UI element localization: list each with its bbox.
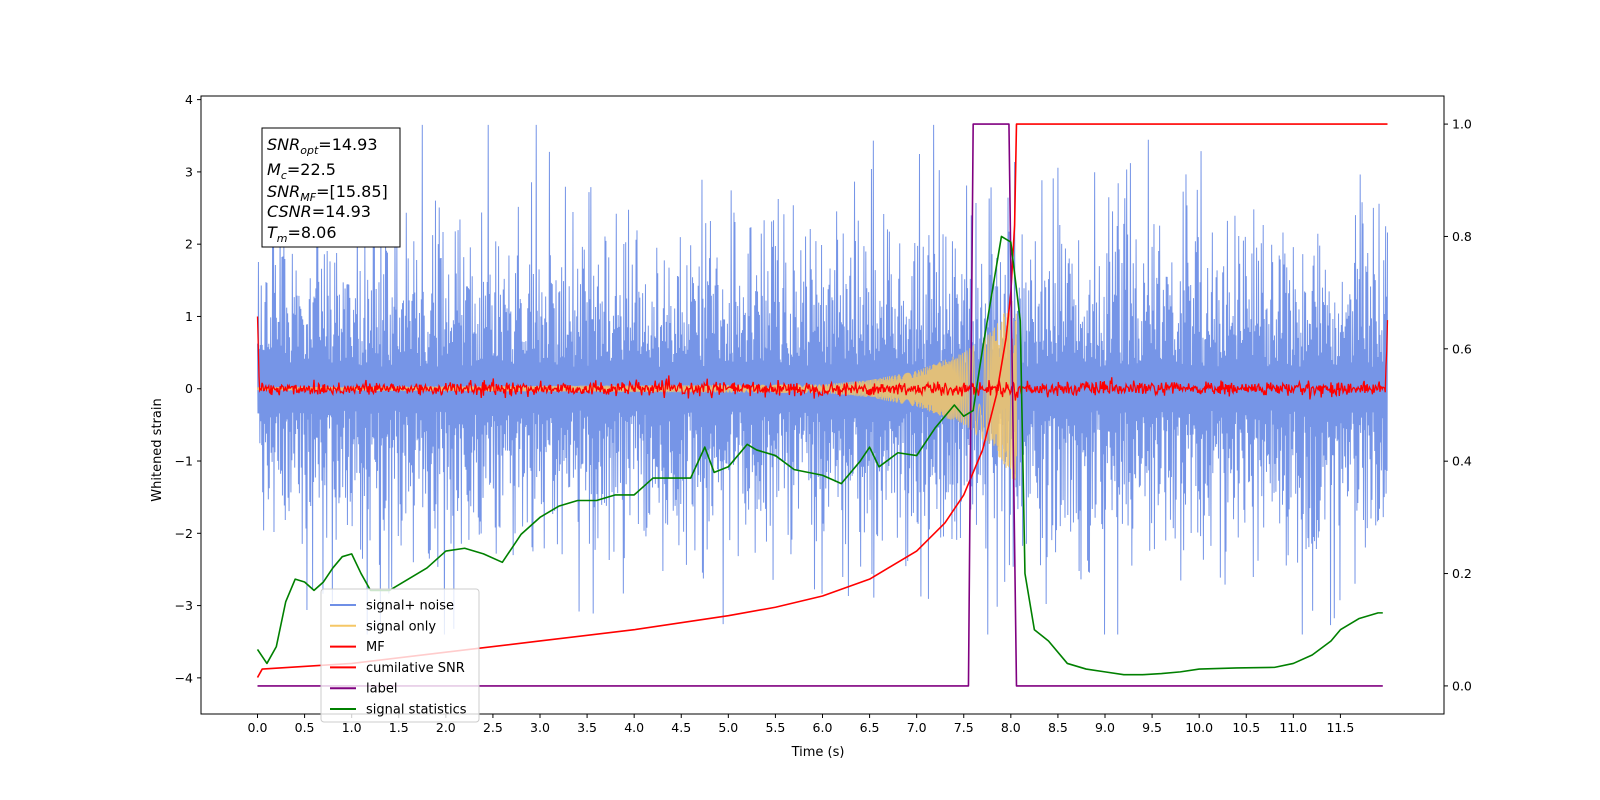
x-tick-label: 7.5 [954,720,974,735]
legend-label-signal-statistics: signal statistics [366,703,467,718]
y-left-tick-label: 1 [185,309,193,324]
y-right-tick-label: 0.0 [1452,678,1472,693]
info-mc: Mc=22.5 [267,160,336,182]
x-tick-label: 11.0 [1279,720,1307,735]
series-signal-noise-line [257,124,1388,635]
x-tick-label: 8.0 [1001,720,1021,735]
x-tick-label: 4.5 [671,720,691,735]
info-snr-mf: SNRMF=[15.85] [267,182,388,204]
x-tick-label: 1.5 [389,720,409,735]
x-tick-label: 11.5 [1326,720,1354,735]
x-tick-label: 4.0 [624,720,644,735]
y-right-tick-label: 0.4 [1452,454,1472,469]
x-tick-label: 8.5 [1048,720,1068,735]
legend: signal+ noise signal only MF cumilative SNR… [320,588,480,723]
x-tick-label: 6.5 [860,720,880,735]
y-left-tick-label: −3 [175,598,193,613]
x-tick-label: 0.0 [248,720,268,735]
legend-frame [320,588,480,723]
x-tick-label: 5.0 [718,720,738,735]
x-tick-label: 3.0 [530,720,550,735]
y-left-tick-label: −4 [175,670,193,685]
y-right-tick-label: 1.0 [1452,117,1472,132]
x-tick-label: 2.5 [483,720,503,735]
y-left-tick-label: 2 [185,237,193,252]
y-right-tick-label: 0.2 [1452,566,1472,581]
legend-label-label: label [366,682,397,697]
series-label-line [257,123,1383,687]
series-cumilative-snr-line [256,123,1388,678]
x-tick-label: 9.0 [1095,720,1115,735]
x-tick-label: 1.0 [342,720,362,735]
info-box-frame [261,127,401,248]
x-tick-label: 5.5 [765,720,785,735]
info-csnr: CSNR=14.93 [267,202,371,221]
legend-entries: signal+ noise signal only MF cumilative SNR… [330,599,467,718]
y-left-tick-label: 0 [185,381,193,396]
x-tick-label: 10.0 [1185,720,1213,735]
y-right-tick-label: 0.8 [1452,229,1472,244]
x-tick-label: 2.0 [436,720,456,735]
info-snr-opt: SNRopt=14.93 [267,135,378,157]
info-tm: Tm=8.06 [267,223,337,245]
y-left-tick-label: −1 [175,454,193,469]
x-tick-label: 0.5 [295,720,315,735]
legend-label-signal-only: signal only [366,619,436,634]
legend-label-cumilative-snr: cumilative SNR [366,661,465,676]
y-right-tick-label: 0.6 [1452,341,1472,356]
info-box: SNRopt=14.93 Mc=22.5 SNRMF=[15.85] CSNR=… [261,127,401,248]
legend-label-signal-noise: signal+ noise [366,599,454,614]
y-axis-label: Whitened strain [150,398,165,501]
x-tick-label: 6.0 [813,720,833,735]
y-left-tick-label: −2 [175,526,193,541]
x-tick-label: 3.5 [577,720,597,735]
x-axis-label: Time (s) [791,745,845,760]
legend-label-mf: MF [366,640,385,655]
x-tick-label: 7.0 [907,720,927,735]
series-mf-line [256,316,1389,401]
y-left-tick-label: 4 [185,92,193,107]
x-tick-label: 10.5 [1232,720,1260,735]
y-left-tick-label: 3 [185,164,193,179]
x-tick-label: 9.5 [1142,720,1162,735]
axes-layer: 0.0 0.5 1.0 1.5 2.0 2.5 3.0 3.5 4.0 4.5 5.0 5.5 6.0 6… [175,92,1472,735]
